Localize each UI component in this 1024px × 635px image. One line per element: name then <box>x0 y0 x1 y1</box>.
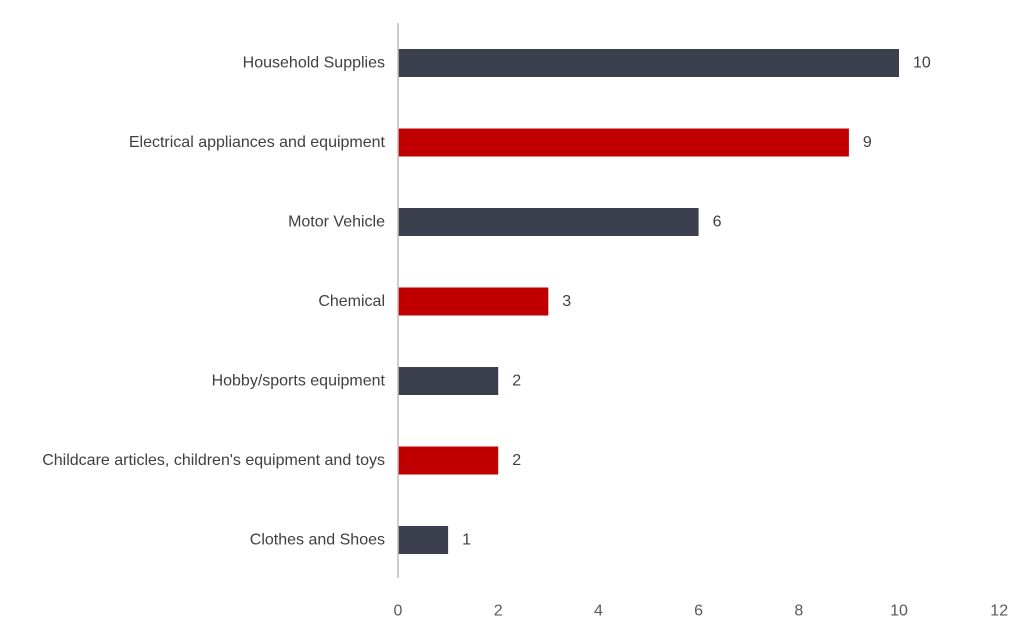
category-label-childcare-articles-children-s-equipment-and-toys: Childcare articles, children's equipment… <box>42 452 385 469</box>
x-tick-label-12: 12 <box>990 603 1008 620</box>
bars-layer <box>398 49 899 554</box>
bar-electrical-appliances-and-equipment <box>398 128 849 157</box>
category-label-motor-vehicle: Motor Vehicle <box>288 214 385 231</box>
bar-motor-vehicle <box>398 208 699 236</box>
x-tick-label-4: 4 <box>594 603 603 620</box>
x-ticks-layer: 0 2 4 6 8 10 12 <box>394 603 1009 620</box>
bar-childcare-articles-children-s-equipment-and-toys <box>398 446 499 475</box>
data-label-childcare-articles-children-s-equipment-and-toys: 2 <box>512 452 521 469</box>
category-label-electrical-appliances-and-equipment: Electrical appliances and equipment <box>129 134 386 151</box>
category-labels-layer: Household Supplies Electrical appliances … <box>42 55 385 549</box>
x-tick-label-8: 8 <box>794 603 803 620</box>
data-label-clothes-and-shoes: 1 <box>462 532 471 549</box>
data-label-electrical-appliances-and-equipment: 9 <box>863 134 872 151</box>
value-labels-layer: 10 9 6 3 2 2 1 <box>462 55 931 549</box>
x-tick-label-10: 10 <box>890 603 908 620</box>
x-tick-label-0: 0 <box>394 603 403 620</box>
category-label-chemical: Chemical <box>318 293 385 310</box>
bar-clothes-and-shoes <box>398 526 449 554</box>
data-label-household-supplies: 10 <box>913 55 931 72</box>
data-label-chemical: 3 <box>562 293 571 310</box>
x-tick-label-6: 6 <box>694 603 703 620</box>
category-label-household-supplies: Household Supplies <box>243 55 385 72</box>
bar-household-supplies <box>398 49 899 77</box>
bar-chemical <box>398 287 549 316</box>
category-label-hobby-sports-equipment: Hobby/sports equipment <box>212 373 386 390</box>
data-label-hobby-sports-equipment: 2 <box>512 373 521 390</box>
x-tick-label-2: 2 <box>494 603 503 620</box>
data-label-motor-vehicle: 6 <box>713 214 722 231</box>
category-label-clothes-and-shoes: Clothes and Shoes <box>250 532 385 549</box>
bar-hobby-sports-equipment <box>398 367 499 395</box>
